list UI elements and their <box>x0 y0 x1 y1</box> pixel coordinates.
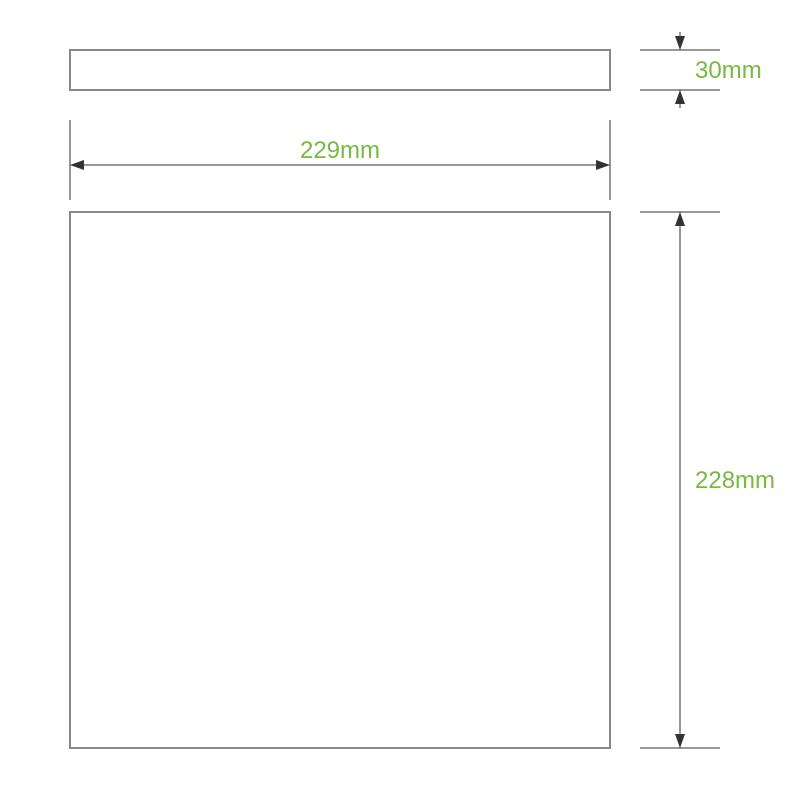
front-face-rect <box>70 212 610 748</box>
width-label: 229mm <box>300 137 380 164</box>
side-profile-rect <box>70 50 610 90</box>
height-label: 228mm <box>695 467 775 494</box>
thickness-label: 30mm <box>695 57 762 84</box>
